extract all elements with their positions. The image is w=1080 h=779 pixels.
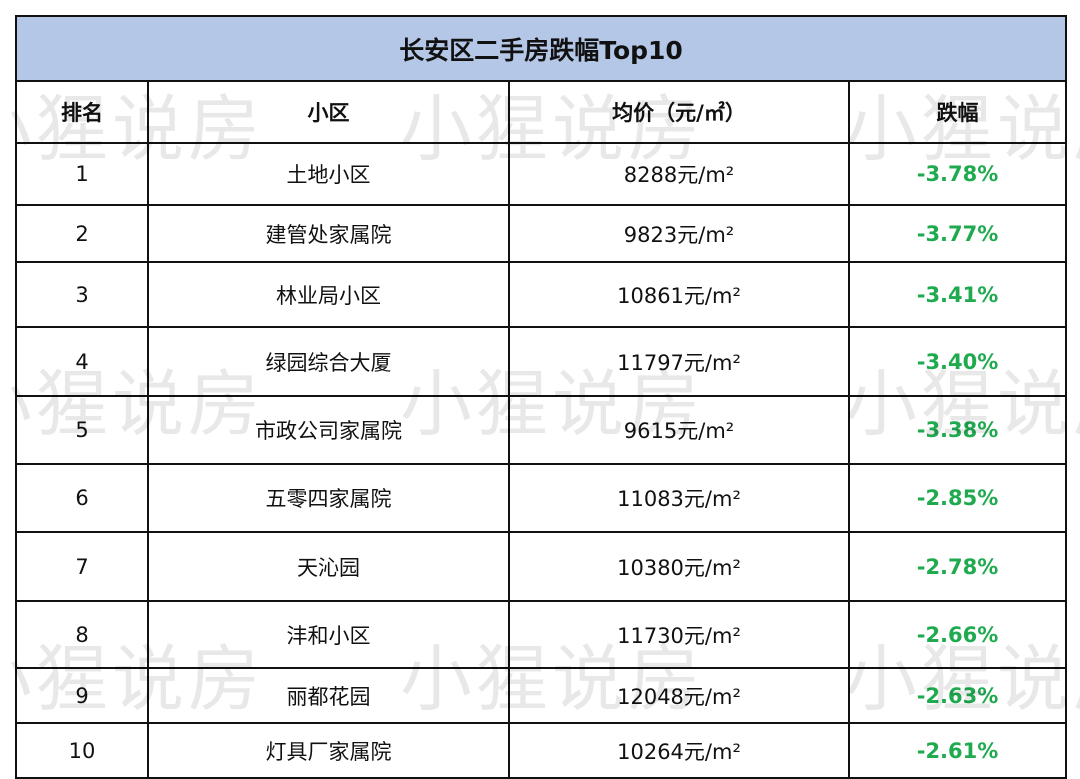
table-row: 2 建管处家属院 9823元/m² -3.77%	[15, 204, 1068, 263]
community-cell: 天沁园	[147, 531, 510, 602]
price-cell: 12048元/m²	[508, 667, 850, 724]
change-cell: -3.40%	[847, 326, 1068, 397]
community-cell: 林业局小区	[147, 261, 510, 328]
header-community: 小区	[147, 80, 510, 144]
price-cell: 11083元/m²	[508, 463, 850, 533]
rank-cell: 3	[15, 261, 149, 328]
rank-cell: 4	[15, 326, 149, 397]
rank-cell: 8	[15, 600, 149, 669]
table-row: 9 丽都花园 12048元/m² -2.63%	[15, 667, 1068, 724]
header-change: 跌幅	[847, 80, 1068, 144]
community-cell: 五零四家属院	[147, 463, 510, 533]
price-cell: 10861元/m²	[508, 261, 850, 328]
change-cell: -3.38%	[847, 395, 1068, 465]
price-cell: 9615元/m²	[508, 395, 850, 465]
community-cell: 沣和小区	[147, 600, 510, 669]
community-cell: 绿园综合大厦	[147, 326, 510, 397]
table-row: 6 五零四家属院 11083元/m² -2.85%	[15, 463, 1068, 533]
change-cell: -2.61%	[847, 722, 1068, 779]
price-cell: 10264元/m²	[508, 722, 850, 779]
table-title: 长安区二手房跌幅Top10	[14, 15, 1068, 82]
rank-cell: 6	[15, 463, 149, 533]
table-row: 8 沣和小区 11730元/m² -2.66%	[15, 600, 1068, 669]
change-cell: -3.77%	[847, 204, 1068, 263]
change-cell: -3.41%	[847, 261, 1068, 328]
change-cell: -3.78%	[847, 142, 1068, 206]
change-cell: -2.85%	[847, 463, 1068, 533]
table-row: 1 土地小区 8288元/m² -3.78%	[15, 142, 1068, 206]
change-cell: -2.66%	[847, 600, 1068, 669]
price-cell: 8288元/m²	[508, 142, 850, 206]
community-cell: 丽都花园	[147, 667, 510, 724]
rank-cell: 1	[15, 142, 149, 206]
price-cell: 11797元/m²	[508, 326, 850, 397]
community-cell: 土地小区	[147, 142, 510, 206]
header-row: 排名 小区 均价（元/㎡） 跌幅	[15, 80, 1068, 144]
community-cell: 建管处家属院	[147, 204, 510, 263]
table-row: 7 天沁园 10380元/m² -2.78%	[15, 531, 1068, 602]
price-cell: 11730元/m²	[508, 600, 850, 669]
table-row: 3 林业局小区 10861元/m² -3.41%	[15, 261, 1068, 328]
decline-ranking-table: 长安区二手房跌幅Top10 排名 小区 均价（元/㎡） 跌幅 1 土地小区 8288…	[14, 15, 1068, 779]
rank-cell: 7	[15, 531, 149, 602]
rank-cell: 5	[15, 395, 149, 465]
table-row: 10 灯具厂家属院 10264元/m² -2.61%	[15, 722, 1068, 779]
change-cell: -2.78%	[847, 531, 1068, 602]
community-cell: 灯具厂家属院	[147, 722, 510, 779]
table-row: 5 市政公司家属院 9615元/m² -3.38%	[15, 395, 1068, 465]
rank-cell: 9	[15, 667, 149, 724]
header-price: 均价（元/㎡）	[508, 80, 850, 144]
rank-cell: 10	[15, 722, 149, 779]
price-cell: 10380元/m²	[508, 531, 850, 602]
community-cell: 市政公司家属院	[147, 395, 510, 465]
header-rank: 排名	[15, 80, 149, 144]
price-cell: 9823元/m²	[508, 204, 850, 263]
change-cell: -2.63%	[847, 667, 1068, 724]
rank-cell: 2	[15, 204, 149, 263]
table-row: 4 绿园综合大厦 11797元/m² -3.40%	[15, 326, 1068, 397]
